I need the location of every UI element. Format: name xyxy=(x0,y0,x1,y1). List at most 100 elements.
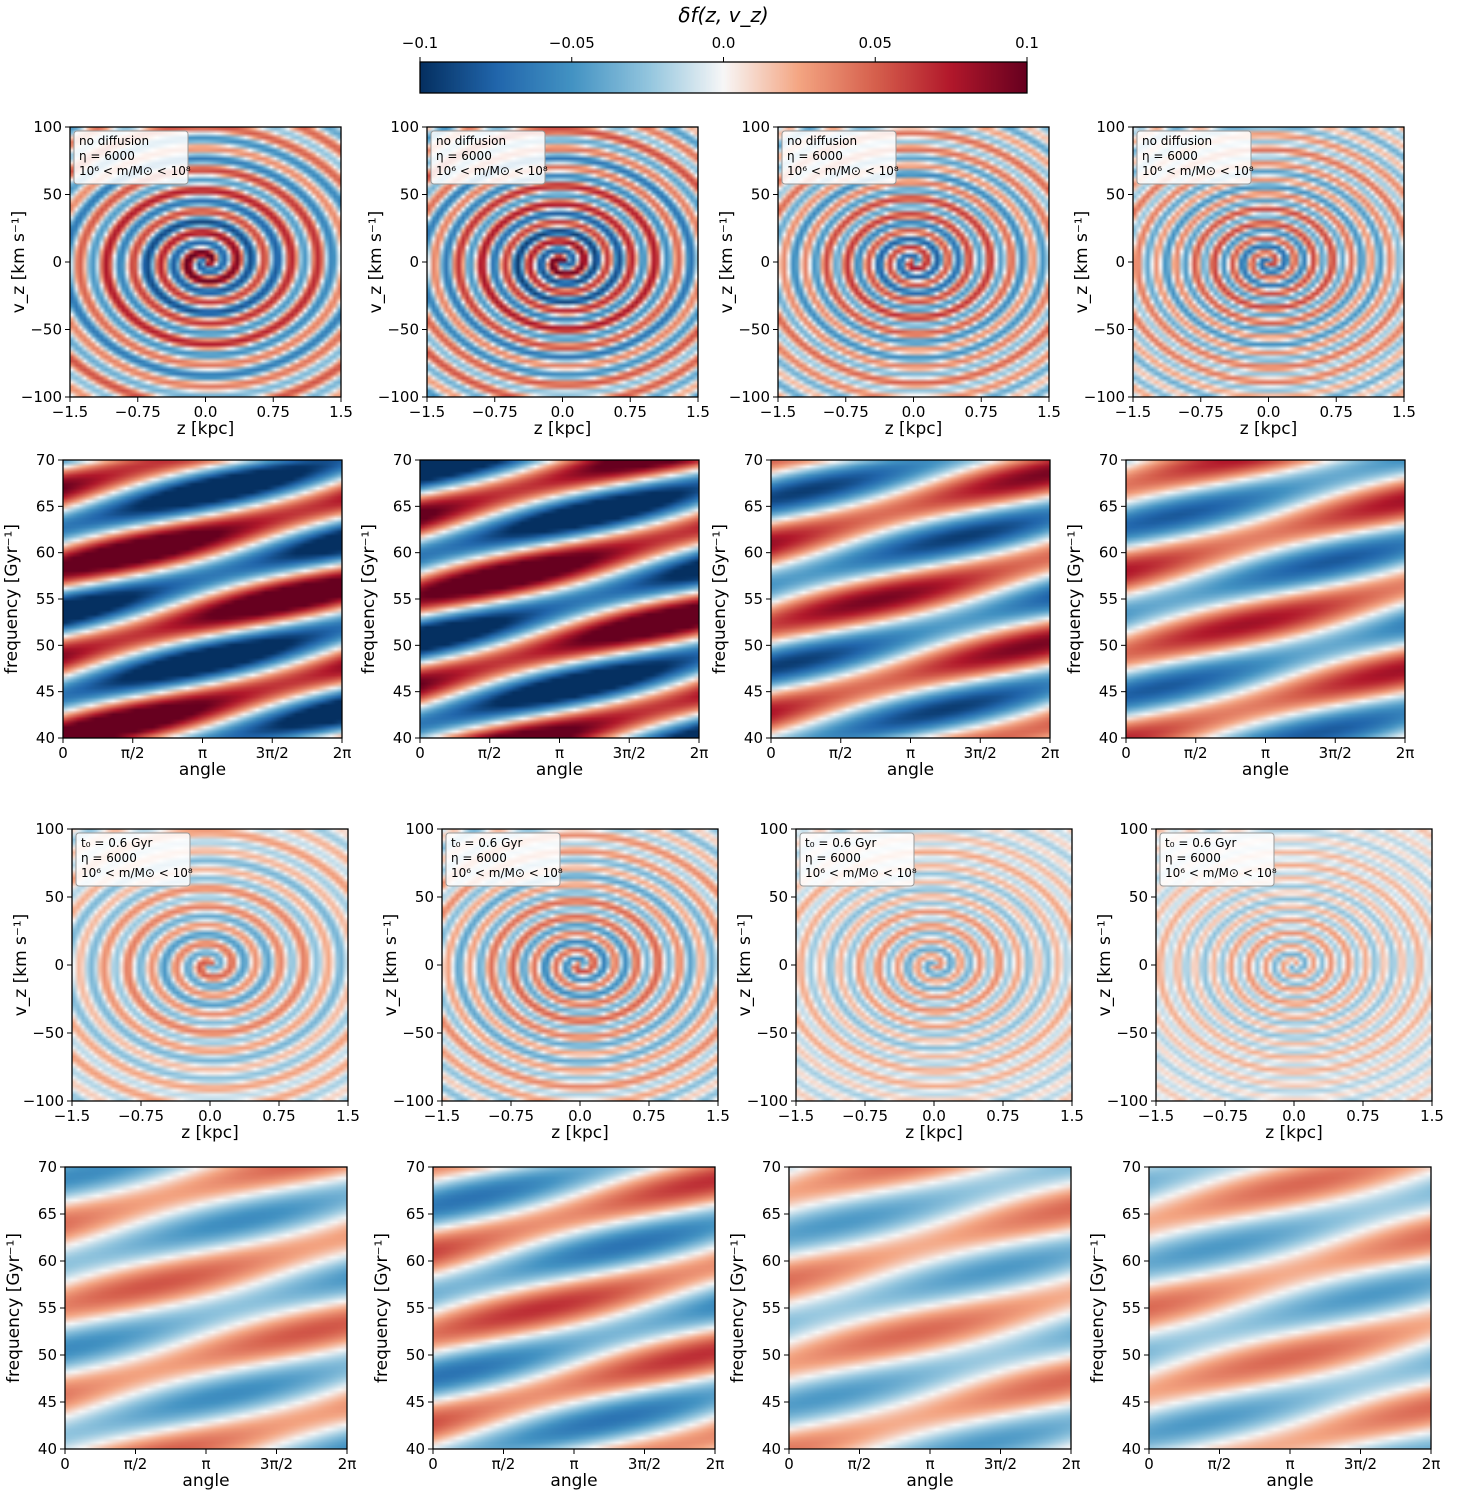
panel-frequency-angle-2-4: 0 π/2 π 3π/2 2π 70 65 60 55 50 45 40 angle frequency … xyxy=(1065,451,1414,780)
x-tick-label: 1.5 xyxy=(336,1107,360,1125)
colorbar-title: δf(z, v_z) xyxy=(678,3,768,27)
heatmap-image xyxy=(1149,1167,1431,1449)
x-tick-label: π xyxy=(569,1455,578,1473)
x-axis-label: z [kpc] xyxy=(181,1123,239,1143)
x-axis-label: angle xyxy=(1266,1471,1313,1491)
y-tick-label: 45 xyxy=(393,683,412,701)
x-tick-label: 0.0 xyxy=(198,1107,222,1125)
y-tick-label: 50 xyxy=(769,888,788,906)
y-tick-label: 55 xyxy=(36,590,55,608)
x-axis-label: angle xyxy=(550,1471,597,1491)
x-axis-label: z [kpc] xyxy=(1265,1123,1323,1143)
x-tick-label: 0.0 xyxy=(1257,403,1281,421)
legend-entry: 10⁶ < m/M⊙ < 10⁸ xyxy=(1142,164,1254,178)
legend-box xyxy=(1159,832,1275,887)
y-tick-label: 0 xyxy=(424,956,434,974)
y-tick-label: 65 xyxy=(744,497,763,515)
y-axis-label: v_z [km s⁻¹] xyxy=(9,211,29,314)
x-tick-label: −1.5 xyxy=(54,1107,90,1125)
y-tick-label: 0 xyxy=(778,956,788,974)
x-axis-label: angle xyxy=(1242,760,1289,780)
y-tick-label: 45 xyxy=(406,1393,425,1411)
heatmap-image xyxy=(789,1167,1071,1449)
x-axis-label: angle xyxy=(536,760,583,780)
y-axis-label: frequency [Gyr⁻¹] xyxy=(1088,1233,1108,1383)
y-tick-label: 65 xyxy=(36,497,55,515)
y-tick-label: −100 xyxy=(393,1092,434,1110)
legend-entry: η = 6000 xyxy=(1142,149,1198,163)
x-tick-label: 2π xyxy=(690,744,709,762)
x-tick-label: 0 xyxy=(1121,744,1131,762)
x-tick-label: −0.75 xyxy=(823,403,869,421)
y-tick-label: 60 xyxy=(1122,1252,1141,1270)
x-tick-label: 0.0 xyxy=(902,403,926,421)
x-tick-label: 0.75 xyxy=(986,1107,1019,1125)
y-tick-label: 45 xyxy=(744,683,763,701)
y-tick-label: 45 xyxy=(1099,683,1118,701)
x-tick-label: π/2 xyxy=(829,744,853,762)
y-tick-label: 40 xyxy=(393,729,412,747)
y-tick-label: −100 xyxy=(729,388,770,406)
y-tick-label: 60 xyxy=(1099,544,1118,562)
x-tick-label: 0.75 xyxy=(1320,403,1353,421)
y-tick-label: 60 xyxy=(393,544,412,562)
panel-phase-space-1-2: −1.5 −0.75 0.0 0.75 1.5 100 50 0 −50 −100 z [kpc] v… xyxy=(366,118,710,439)
y-tick-label: 50 xyxy=(762,1346,781,1364)
x-axis-label: angle xyxy=(179,760,226,780)
y-tick-label: 70 xyxy=(393,451,412,469)
y-axis-label: frequency [Gyr⁻¹] xyxy=(1065,524,1085,674)
x-tick-label: π/2 xyxy=(121,744,145,762)
x-tick-label: 2π xyxy=(338,1455,357,1473)
y-tick-label: −100 xyxy=(747,1092,788,1110)
y-tick-label: 50 xyxy=(36,636,55,654)
y-tick-label: 100 xyxy=(759,820,788,838)
x-tick-label: 0.0 xyxy=(551,403,575,421)
panel-phase-space-1-1: −1.5 −0.75 0.0 0.75 1.5 100 50 0 −50 −100 z [kpc] v… xyxy=(9,118,353,439)
legend-entry: η = 6000 xyxy=(787,149,843,163)
x-tick-label: π/2 xyxy=(492,1455,516,1473)
y-tick-label: 50 xyxy=(38,1346,57,1364)
x-tick-label: −0.75 xyxy=(1202,1107,1248,1125)
y-tick-label: 45 xyxy=(38,1393,57,1411)
x-tick-label: 3π/2 xyxy=(984,1455,1017,1473)
y-tick-label: 100 xyxy=(405,820,434,838)
y-tick-label: 70 xyxy=(762,1158,781,1176)
y-tick-label: 70 xyxy=(1099,451,1118,469)
legend-entry: no diffusion xyxy=(787,134,857,148)
colorbar-tick-label: 0.0 xyxy=(712,34,736,52)
y-tick-label: −50 xyxy=(387,321,419,339)
legend-entry: t₀ = 0.6 Gyr xyxy=(451,836,522,850)
x-tick-label: −1.5 xyxy=(760,403,796,421)
panel-phase-space-3-3: −1.5 −0.75 0.0 0.75 1.5 100 50 0 −50 −100 z [kpc] v… xyxy=(735,820,1084,1143)
y-tick-label: 55 xyxy=(762,1299,781,1317)
x-axis-label: angle xyxy=(887,760,934,780)
x-tick-label: −1.5 xyxy=(1138,1107,1174,1125)
y-tick-label: 100 xyxy=(741,118,770,136)
x-axis-label: z [kpc] xyxy=(905,1123,963,1143)
y-tick-label: 45 xyxy=(762,1393,781,1411)
y-axis-label: v_z [km s⁻¹] xyxy=(11,914,31,1017)
y-tick-label: −50 xyxy=(32,1024,64,1042)
x-tick-label: 3π/2 xyxy=(964,744,997,762)
x-axis-label: z [kpc] xyxy=(1240,419,1298,439)
y-tick-label: 0 xyxy=(52,253,62,271)
y-axis-label: v_z [km s⁻¹] xyxy=(1072,211,1092,314)
panel-phase-space-3-2: −1.5 −0.75 0.0 0.75 1.5 100 50 0 −50 −100 z [kpc] v… xyxy=(381,820,730,1143)
y-tick-label: 55 xyxy=(744,590,763,608)
legend-entry: η = 6000 xyxy=(805,851,861,865)
legend-entry: t₀ = 0.6 Gyr xyxy=(1165,836,1236,850)
x-tick-label: 3π/2 xyxy=(256,744,289,762)
x-tick-label: 0 xyxy=(1144,1455,1154,1473)
y-tick-label: 65 xyxy=(1122,1205,1141,1223)
x-tick-label: 0.0 xyxy=(194,403,218,421)
x-tick-label: 3π/2 xyxy=(613,744,646,762)
y-tick-label: 65 xyxy=(762,1205,781,1223)
legend-box xyxy=(75,832,191,887)
legend-entry: 10⁶ < m/M⊙ < 10⁸ xyxy=(436,164,548,178)
y-axis-label: v_z [km s⁻¹] xyxy=(366,211,386,314)
y-tick-label: 0 xyxy=(760,253,770,271)
